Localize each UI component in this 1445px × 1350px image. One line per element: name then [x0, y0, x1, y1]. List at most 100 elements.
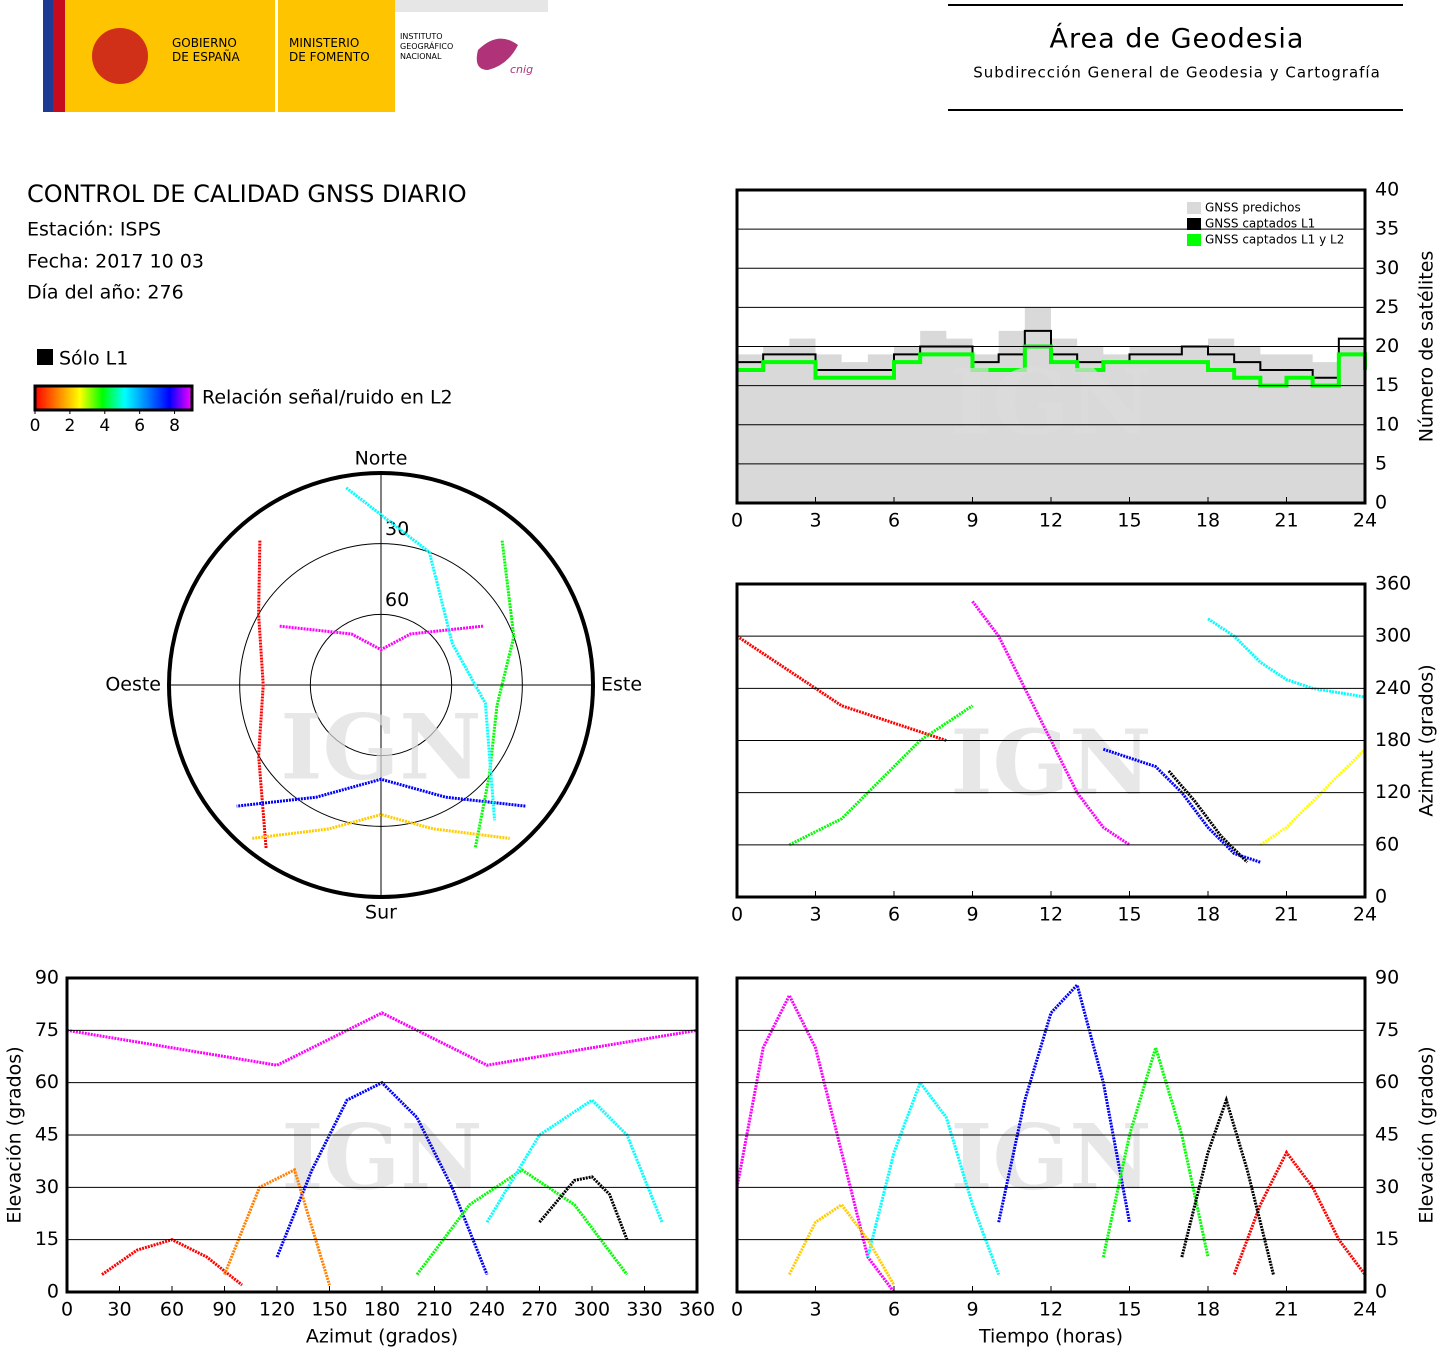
- coat-of-arms: [92, 28, 148, 84]
- satellite-track: [223, 1167, 331, 1286]
- satellite-track: [252, 813, 510, 840]
- satellite-track: [278, 624, 484, 652]
- x-tick-label: 21: [1274, 904, 1298, 926]
- y-tick-label: 0: [1375, 886, 1387, 908]
- y-tick-label: 35: [1375, 218, 1399, 240]
- info-line: Estación: ISPS: [27, 219, 161, 241]
- y-axis-label: Número de satélites: [1416, 251, 1438, 443]
- y-tick-label: 0: [47, 1281, 59, 1303]
- x-tick-label: 15: [1117, 904, 1141, 926]
- logo-text: MINISTERIO DE FOMENTO: [289, 36, 370, 64]
- flag-stripe: [43, 0, 53, 112]
- y-tick-label: 75: [35, 1019, 59, 1041]
- y-tick-label: 40: [1375, 179, 1399, 201]
- y-axis-label: Elevación (grados): [1416, 1046, 1438, 1223]
- x-tick-label: 18: [1196, 904, 1220, 926]
- y-tick-label: 45: [1375, 1124, 1399, 1146]
- x-tick-label: 120: [259, 1299, 295, 1321]
- colorbar-label: Relación señal/ruido en L2: [202, 387, 453, 409]
- legend-swatch: [1187, 218, 1201, 230]
- y-tick-label: 60: [1375, 1071, 1399, 1093]
- logo-line: NACIONAL: [400, 52, 442, 61]
- colorbar-tick-label: 4: [99, 416, 110, 436]
- watermark: IGN: [950, 710, 1151, 816]
- x-tick-label: 0: [61, 1299, 73, 1321]
- y-tick-label: 240: [1375, 677, 1411, 699]
- x-tick-label: 0: [731, 904, 743, 926]
- colorbar-tick-label: 2: [64, 416, 75, 436]
- legend-swatch: [1187, 202, 1201, 214]
- logo-line: GOBIERNO: [172, 36, 237, 50]
- flag-stripe: [53, 0, 65, 112]
- satellite-track: [66, 1011, 698, 1067]
- satellite-track: [485, 1098, 664, 1223]
- satellite-track: [257, 540, 268, 850]
- satellite-track: [538, 1175, 629, 1241]
- y-tick-label: 300: [1375, 625, 1411, 647]
- logo-line: INSTITUTO: [400, 32, 443, 41]
- logo-line: DE ESPAÑA: [172, 49, 240, 64]
- x-tick-label: 240: [469, 1299, 505, 1321]
- logo-text: INSTITUTO GEOGRÁFICO NACIONAL: [400, 32, 453, 61]
- satellite-track: [997, 981, 1131, 1223]
- cardinal-label: Norte: [355, 448, 408, 470]
- x-tick-label: 6: [888, 904, 900, 926]
- watermark: IGN: [281, 1105, 482, 1211]
- y-tick-label: 60: [1375, 833, 1399, 855]
- x-tick-label: 270: [521, 1299, 557, 1321]
- x-tick-label: 12: [1039, 510, 1063, 532]
- y-tick-label: 180: [1375, 729, 1411, 751]
- satellite-track: [866, 1079, 1001, 1276]
- logo-band: [395, 0, 548, 12]
- y-tick-label: 5: [1375, 452, 1387, 474]
- y-tick-label: 30: [1375, 257, 1399, 279]
- x-tick-label: 0: [731, 1299, 743, 1321]
- x-axis-label: Azimut (grados): [306, 1326, 458, 1348]
- y-tick-label: 10: [1375, 413, 1399, 435]
- plot-frame: [735, 976, 1367, 1294]
- colorbar-tick-label: 6: [134, 416, 145, 436]
- logo-line: GEOGRÁFICO: [400, 40, 453, 51]
- legend-label: GNSS captados L1: [1205, 217, 1315, 231]
- logo-text: GOBIERNO DE ESPAÑA: [172, 36, 240, 64]
- x-tick-label: 30: [107, 1299, 131, 1321]
- x-tick-label: 180: [364, 1299, 400, 1321]
- x-tick-label: 24: [1353, 1299, 1377, 1321]
- cardinal-label: Oeste: [105, 674, 161, 696]
- y-tick-label: 20: [1375, 335, 1399, 357]
- ring-label: 60: [385, 589, 409, 611]
- y-tick-label: 90: [35, 967, 59, 989]
- watermark: IGN: [950, 1105, 1151, 1211]
- legend-label: GNSS captados L1 y L2: [1205, 233, 1344, 247]
- x-tick-label: 21: [1274, 510, 1298, 532]
- y-tick-label: 25: [1375, 296, 1399, 318]
- x-tick-label: 3: [809, 510, 821, 532]
- logo-block: [278, 0, 395, 112]
- y-axis-label: Elevación (grados): [4, 1046, 26, 1223]
- x-tick-label: 6: [888, 1299, 900, 1321]
- x-axis-label: Tiempo (horas): [978, 1326, 1123, 1348]
- x-tick-label: 3: [809, 1299, 821, 1321]
- cardinal-label: Sur: [365, 902, 397, 924]
- satellite-track: [1101, 1042, 1210, 1258]
- satellite-track: [1207, 617, 1366, 699]
- elevation-ring: [309, 613, 453, 757]
- x-tick-label: 15: [1117, 510, 1141, 532]
- x-tick-label: 360: [679, 1299, 715, 1321]
- satellite-track: [1232, 1149, 1367, 1276]
- step-line: [737, 344, 1367, 388]
- y-axis-label: Azimut (grados): [1416, 664, 1438, 816]
- satellite-track: [736, 634, 947, 742]
- colorbar-tick-label: 8: [169, 416, 180, 436]
- logo-mark: cnig: [510, 63, 533, 76]
- colorbar: [33, 384, 194, 412]
- info-line: Fecha: 2017 10 03: [27, 251, 204, 273]
- y-tick-label: 45: [35, 1124, 59, 1146]
- y-tick-label: 90: [1375, 967, 1399, 989]
- satellite-track: [1180, 1095, 1275, 1275]
- info-line: Día del año: 276: [27, 282, 184, 304]
- x-tick-label: 150: [311, 1299, 347, 1321]
- y-tick-label: 30: [1375, 1176, 1399, 1198]
